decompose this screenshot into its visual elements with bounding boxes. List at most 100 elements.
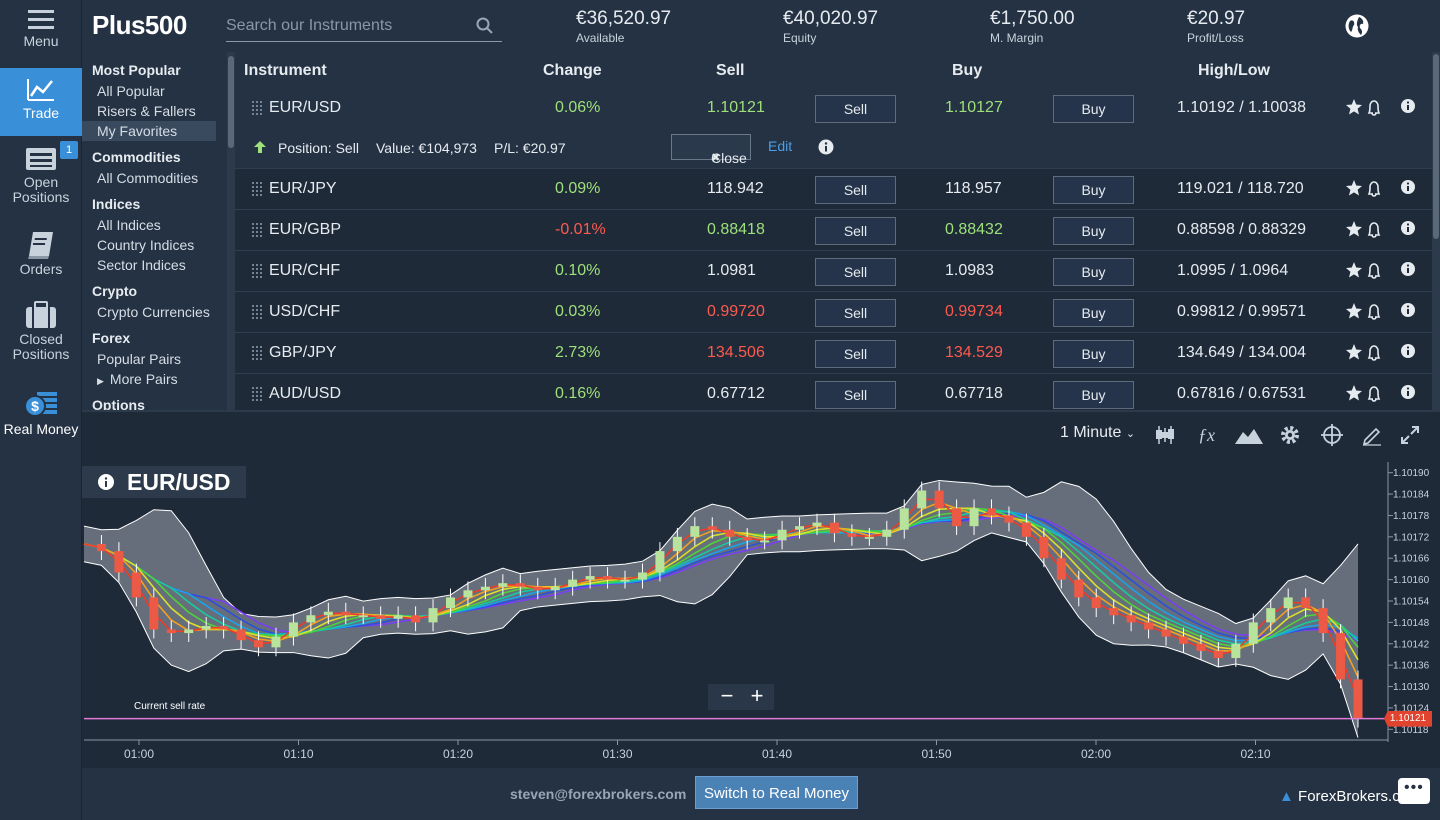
info-icon[interactable] xyxy=(818,139,834,155)
price-chart[interactable]: 1.10190 1.10184 1.10178 1.10172 1.10166 1.101… xyxy=(82,412,1440,768)
col-buy[interactable]: Buy xyxy=(952,62,983,79)
category-heading[interactable]: Indices xyxy=(92,196,141,212)
globe-icon[interactable] xyxy=(1344,13,1370,39)
table-row[interactable]: EUR/USD 0.06% 1.10121 Sell 1.10127 Buy 1… xyxy=(235,88,1432,169)
category-item[interactable]: Risers & Fallers xyxy=(82,101,227,121)
drag-handle-icon[interactable] xyxy=(251,263,263,280)
open-positions-label-1: Open xyxy=(23,174,59,190)
real-money-tab[interactable]: $ Real Money xyxy=(0,388,82,437)
category-heading[interactable]: Most Popular xyxy=(92,62,181,78)
instrument-name[interactable]: GBP/JPY xyxy=(269,344,337,361)
indicators-fx-icon[interactable]: ƒx xyxy=(1196,424,1218,446)
category-item[interactable]: Crypto Currencies xyxy=(82,302,227,322)
zoom-in-button[interactable]: + xyxy=(750,683,764,708)
category-heading[interactable]: Commodities xyxy=(92,149,181,165)
category-heading[interactable]: Forex xyxy=(92,330,131,346)
trade-tab[interactable]: Trade xyxy=(0,68,82,136)
real-money-label: Real Money xyxy=(3,421,79,437)
search-input[interactable] xyxy=(226,12,466,40)
timeframe-selector[interactable]: 1 Minute ⌄ xyxy=(1060,424,1135,442)
instrument-name[interactable]: EUR/JPY xyxy=(269,180,337,197)
mountain-chart-icon[interactable] xyxy=(1234,424,1264,446)
row-actions[interactable] xyxy=(1346,98,1416,118)
x-tick-label: 01:00 xyxy=(124,747,154,761)
switch-to-real-money-button[interactable]: Switch to Real Money xyxy=(695,776,858,809)
high-low-value: 0.67816 / 0.67531 xyxy=(1177,385,1307,402)
row-actions[interactable] xyxy=(1346,343,1416,363)
table-row[interactable]: GBP/JPY 2.73% 134.506 Sell 134.529 Buy 1… xyxy=(235,333,1432,374)
line-chart-icon xyxy=(27,79,54,101)
drag-handle-icon[interactable] xyxy=(251,100,263,117)
table-row[interactable]: EUR/CHF 0.10% 1.0981 Sell 1.0983 Buy 1.0… xyxy=(235,251,1432,292)
category-scrollbar-thumb[interactable] xyxy=(228,56,234,148)
fullscreen-icon[interactable] xyxy=(1399,424,1421,446)
drag-handle-icon[interactable] xyxy=(251,345,263,362)
row-actions[interactable] xyxy=(1346,302,1416,322)
row-actions[interactable] xyxy=(1346,220,1416,240)
table-scrollbar-thumb[interactable] xyxy=(1433,54,1439,239)
drag-handle-icon[interactable] xyxy=(251,181,263,198)
open-positions-tab[interactable]: 1 Open Positions xyxy=(0,141,82,205)
row-actions[interactable] xyxy=(1346,384,1416,404)
category-item[interactable]: Sector Indices xyxy=(82,255,227,275)
crosshair-icon[interactable] xyxy=(1321,424,1343,446)
timeframe-label: 1 Minute xyxy=(1060,424,1122,441)
pencil-icon[interactable] xyxy=(1361,424,1383,446)
instrument-name[interactable]: USD/CHF xyxy=(269,303,341,320)
close-position-button[interactable]: ✖ Close xyxy=(671,134,751,166)
drag-handle-icon[interactable] xyxy=(251,386,263,403)
category-item[interactable]: All Indices xyxy=(82,215,227,235)
candle-body xyxy=(306,615,316,623)
instrument-name[interactable]: EUR/GBP xyxy=(269,221,342,238)
edit-position-link[interactable]: Edit xyxy=(768,138,793,154)
sell-button[interactable]: Sell xyxy=(815,381,896,409)
closed-positions-tab[interactable]: Closed Positions xyxy=(0,300,82,362)
buy-button[interactable]: Buy xyxy=(1053,217,1134,245)
col-high-low[interactable]: High/Low xyxy=(1198,62,1270,79)
sell-button[interactable]: Sell xyxy=(815,176,896,204)
sell-button[interactable]: Sell xyxy=(815,299,896,327)
category-scrollbar-track[interactable] xyxy=(227,52,235,410)
sell-button[interactable]: Sell xyxy=(815,95,896,123)
instrument-name[interactable]: EUR/CHF xyxy=(269,262,341,279)
buy-button[interactable]: Buy xyxy=(1053,258,1134,286)
category-item[interactable]: Country Indices xyxy=(82,235,227,255)
buy-button[interactable]: Buy xyxy=(1053,176,1134,204)
search-icon[interactable] xyxy=(476,17,494,35)
col-sell[interactable]: Sell xyxy=(716,62,745,79)
drag-handle-icon[interactable] xyxy=(251,222,263,239)
gear-icon[interactable] xyxy=(1279,424,1301,446)
zoom-out-button[interactable]: − xyxy=(720,683,734,708)
row-actions[interactable] xyxy=(1346,261,1416,281)
category-item[interactable]: Popular Pairs xyxy=(82,349,227,369)
sell-button[interactable]: Sell xyxy=(815,258,896,286)
buy-button[interactable]: Buy xyxy=(1053,340,1134,368)
menu-button[interactable]: Menu xyxy=(0,8,82,49)
category-heading[interactable]: Options xyxy=(92,397,145,410)
table-row[interactable]: EUR/JPY 0.09% 118.942 Sell 118.957 Buy 1… xyxy=(235,169,1432,210)
buy-button[interactable]: Buy xyxy=(1053,299,1134,327)
col-instrument[interactable]: Instrument xyxy=(244,62,327,79)
buy-button[interactable]: Buy xyxy=(1053,95,1134,123)
chat-button[interactable]: ••• xyxy=(1398,778,1430,804)
buy-button[interactable]: Buy xyxy=(1053,381,1134,409)
table-row[interactable]: USD/CHF 0.03% 0.99720 Sell 0.99734 Buy 0… xyxy=(235,292,1432,333)
drag-handle-icon[interactable] xyxy=(251,304,263,321)
col-change[interactable]: Change xyxy=(543,62,602,79)
instrument-name[interactable]: AUD/USD xyxy=(269,385,342,402)
category-heading[interactable]: Crypto xyxy=(92,283,138,299)
table-row[interactable]: EUR/GBP -0.01% 0.88418 Sell 0.88432 Buy … xyxy=(235,210,1432,251)
orders-tab[interactable]: Orders xyxy=(0,230,82,277)
sell-button[interactable]: Sell xyxy=(815,217,896,245)
category-item[interactable]: All Popular xyxy=(82,81,227,101)
category-item[interactable]: All Commodities xyxy=(82,168,227,188)
instrument-name[interactable]: EUR/USD xyxy=(269,99,342,116)
sell-button[interactable]: Sell xyxy=(815,340,896,368)
category-item[interactable]: ▶ More Pairs xyxy=(82,369,227,389)
category-item[interactable]: My Favorites xyxy=(82,121,216,141)
candlestick-type-icon[interactable] xyxy=(1154,424,1176,446)
info-icon[interactable] xyxy=(98,474,114,490)
row-actions[interactable] xyxy=(1346,179,1416,199)
table-row[interactable]: AUD/USD 0.16% 0.67712 Sell 0.67718 Buy 0… xyxy=(235,374,1432,410)
instrument-search[interactable] xyxy=(226,12,502,42)
